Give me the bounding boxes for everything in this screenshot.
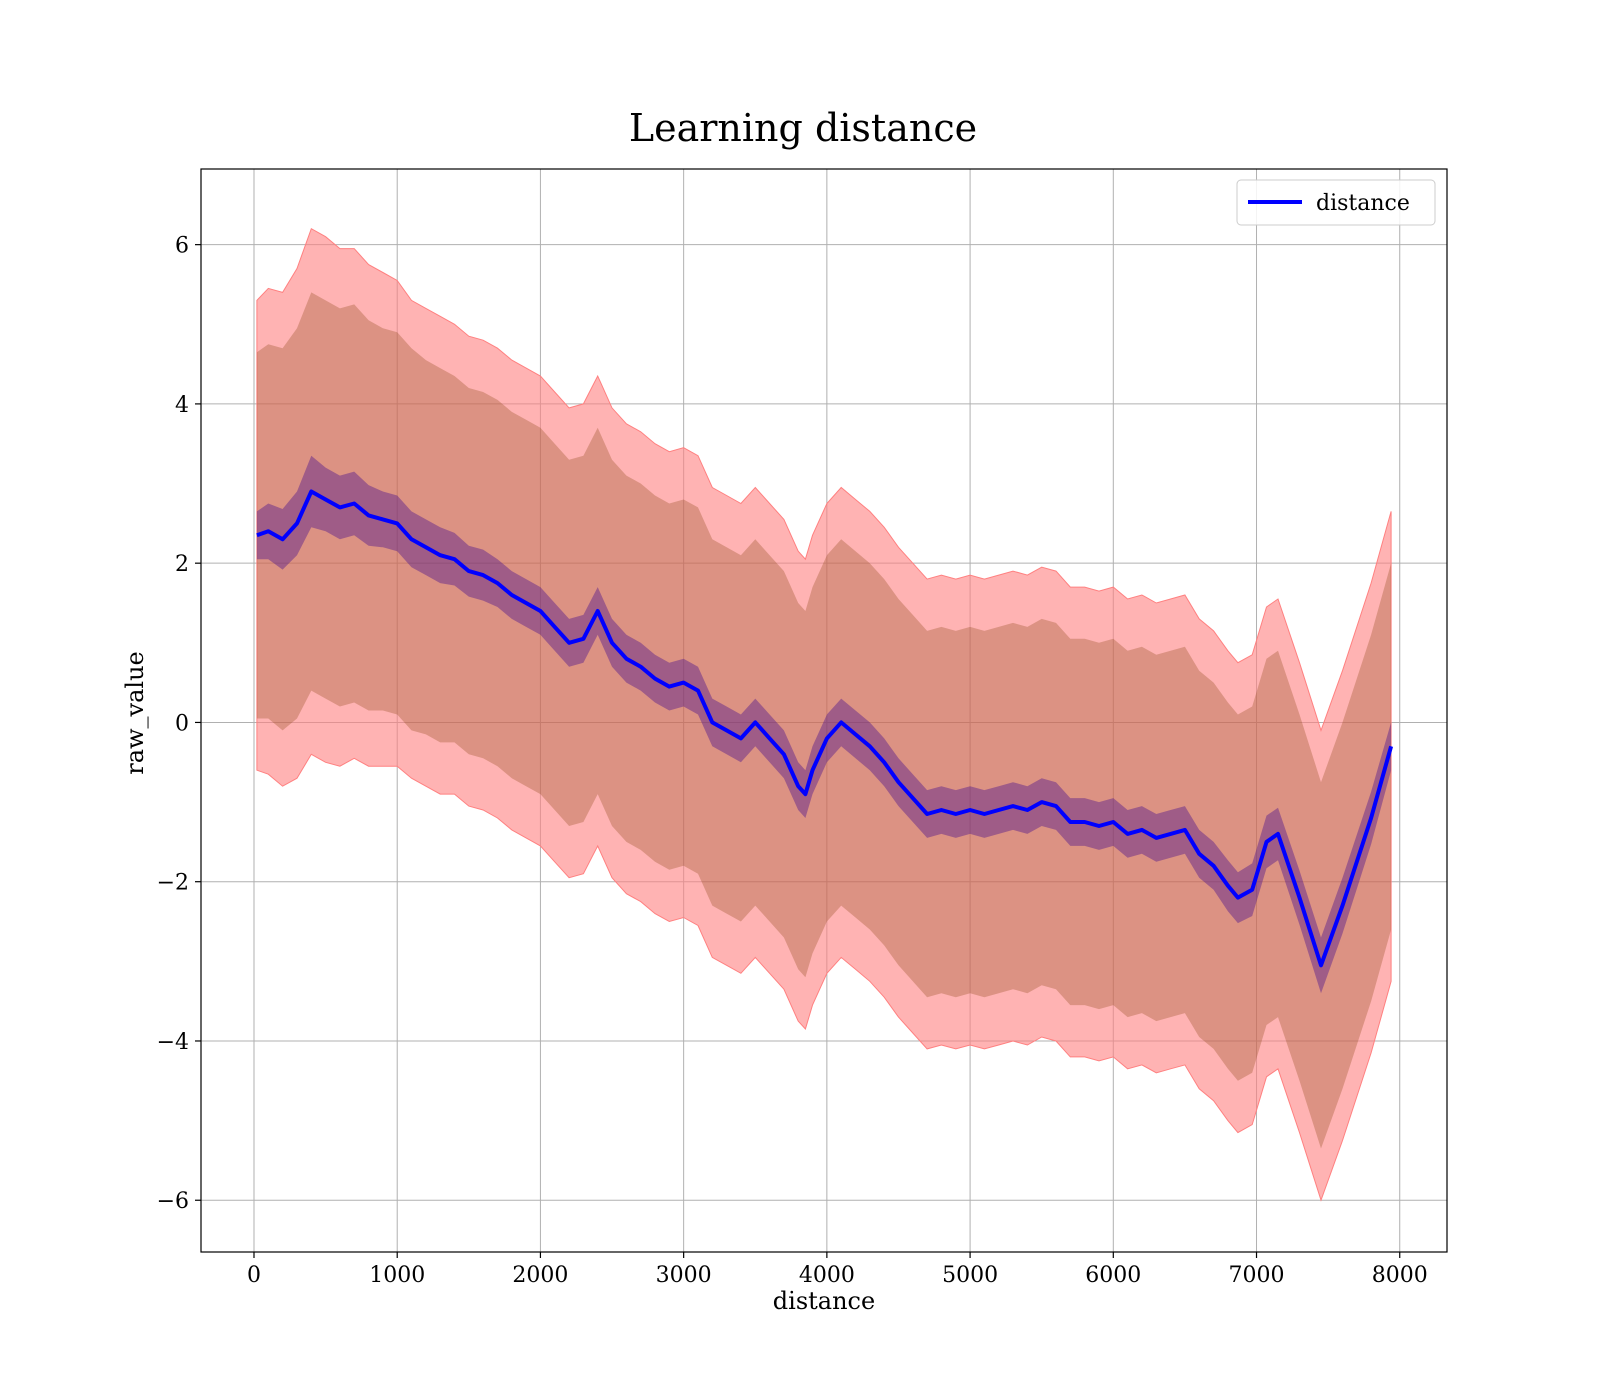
legend: distance — [1236, 179, 1436, 226]
x-tick-label: 6000 — [1085, 1263, 1141, 1288]
bands — [256, 227, 1392, 1202]
x-tick-label: 4000 — [799, 1263, 855, 1288]
x-tick-label: 0 — [247, 1263, 261, 1288]
x-tick-label: 1000 — [369, 1263, 425, 1288]
x-axis-title: distance — [773, 1287, 875, 1315]
y-tick-label: 0 — [175, 711, 189, 736]
chart-title: Learning distance — [629, 106, 977, 150]
y-tick-label: 6 — [175, 234, 189, 259]
y-tick-label: −6 — [157, 1189, 189, 1214]
y-tick-label: −4 — [157, 1030, 189, 1055]
x-tick-label: 2000 — [512, 1263, 568, 1288]
ticks: 0 1000 2000 3000 4000 5000 6000 7000 8000 −6 −4 −2 0… — [157, 234, 1428, 1288]
x-tick-label: 7000 — [1229, 1263, 1285, 1288]
y-axis-title: raw_value — [121, 651, 149, 775]
x-tick-label: 8000 — [1372, 1263, 1428, 1288]
y-tick-label: 2 — [175, 552, 189, 577]
y-tick-label: −2 — [157, 871, 189, 896]
inner-band-area — [256, 292, 1392, 1149]
series-layer — [256, 489, 1394, 968]
y-tick-label: 4 — [175, 393, 189, 418]
x-tick-label: 5000 — [942, 1263, 998, 1288]
series-line-distance — [256, 489, 1394, 968]
plot-frame — [200, 168, 1448, 1253]
mean-band-area — [256, 455, 1392, 994]
x-tick-label: 3000 — [656, 1263, 712, 1288]
legend-label-distance: distance — [1316, 191, 1410, 216]
outer-band-area — [256, 227, 1392, 1202]
legend-box — [1236, 179, 1436, 226]
